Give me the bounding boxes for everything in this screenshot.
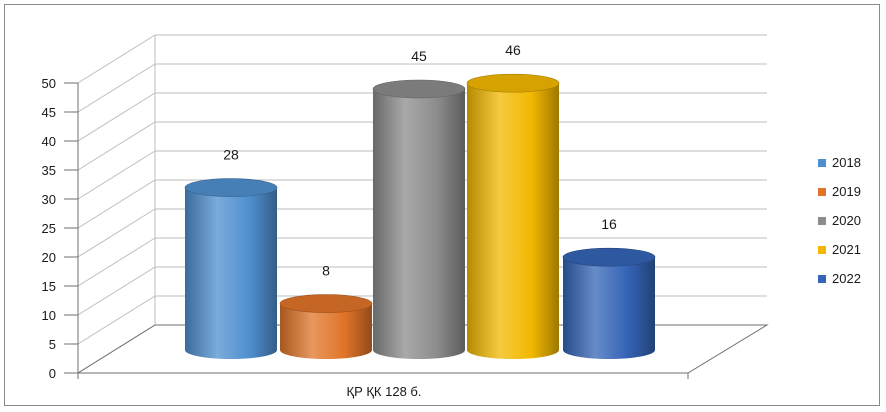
axes: [64, 35, 769, 379]
bar-body: [373, 89, 465, 359]
y-axis-tick-labels: 0 5 10 15 20 25 30 35 40 45 50: [42, 76, 56, 381]
bar-top: [184, 178, 278, 197]
y-tick-label: 15: [42, 279, 56, 294]
chart-floor: [76, 324, 769, 374]
legend-label: 2021: [832, 242, 861, 257]
legend-item-2022: 2022: [818, 264, 882, 293]
bar-top: [279, 294, 373, 313]
y-tick-label: 25: [42, 221, 56, 236]
legend-swatch: [818, 245, 826, 254]
legend-item-2021: 2021: [818, 235, 882, 264]
y-tick-label: 50: [42, 76, 56, 91]
y-tick-label: 30: [42, 192, 56, 207]
bar-2022: [562, 247, 656, 359]
legend-item-2020: 2020: [818, 206, 882, 235]
bar-2018: [184, 178, 278, 359]
y-tick-label: 35: [42, 163, 56, 178]
bar-series: [184, 73, 656, 359]
bar-body: [563, 257, 655, 359]
data-label-2021: 46: [505, 42, 521, 58]
legend-label: 2019: [832, 184, 861, 199]
legend-swatch: [818, 274, 826, 283]
bar-top: [562, 247, 656, 267]
legend-label: 2022: [832, 271, 861, 286]
bar-body: [185, 187, 277, 359]
y-tick-label: 20: [42, 250, 56, 265]
y-tick-label: 5: [49, 337, 56, 352]
legend-swatch: [818, 158, 826, 167]
bar-top: [466, 73, 560, 93]
legend-swatch: [818, 187, 826, 196]
gridline: [77, 34, 767, 84]
bar-body: [467, 83, 559, 359]
legend-item-2019: 2019: [818, 177, 882, 206]
data-label-2022: 16: [601, 216, 617, 232]
data-label-2018: 28: [223, 147, 239, 163]
y-tick-label: 40: [42, 134, 56, 149]
y-tick-label: 0: [49, 366, 56, 381]
legend-label: 2020: [832, 213, 861, 228]
legend: 2018 2019 2020 2021 2022: [818, 148, 882, 293]
data-labels: 28 8 45 46 16: [223, 42, 617, 278]
bar-2021: [466, 73, 560, 359]
category-label: ҚР ҚК 128 б.: [347, 384, 422, 399]
y-tick-label: 45: [42, 105, 56, 120]
data-label-2020: 45: [411, 48, 427, 64]
bar-top: [372, 79, 466, 99]
legend-label: 2018: [832, 155, 861, 170]
legend-swatch: [818, 216, 826, 225]
data-label-2019: 8: [322, 263, 330, 279]
bar-2019: [279, 294, 373, 359]
legend-item-2018: 2018: [818, 148, 882, 177]
bar-2020: [372, 79, 466, 359]
gridline: [77, 63, 767, 113]
y-tick-label: 10: [42, 308, 56, 323]
bar-body: [280, 303, 372, 359]
